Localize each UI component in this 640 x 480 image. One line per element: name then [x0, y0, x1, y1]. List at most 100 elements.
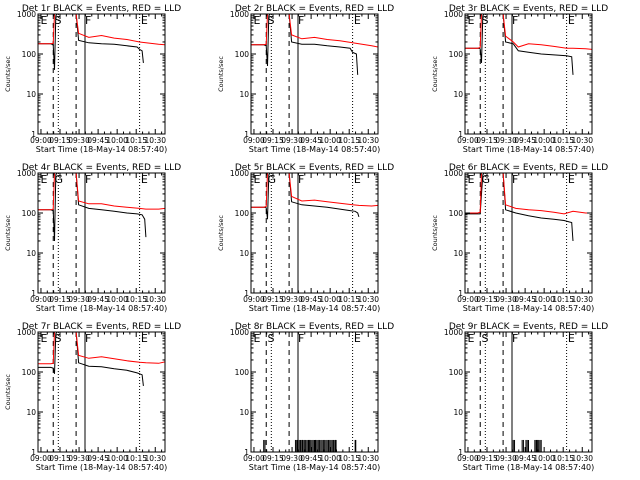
x-tick-label: 10:00 — [106, 454, 128, 463]
segment-label: E — [254, 173, 261, 186]
segment-label: F — [298, 332, 304, 345]
y-tick-label: 10 — [453, 90, 463, 99]
segment-label: G — [268, 173, 277, 186]
segment-label: S — [482, 14, 489, 27]
panel-title: Det 6r BLACK = Events, RED = LLD — [449, 163, 608, 173]
segment-label: F — [298, 173, 304, 186]
x-tick-label: 10:00 — [533, 454, 555, 463]
x-tick-label: 09:00 — [30, 454, 52, 463]
y-axis-label: Counts/sec — [4, 374, 12, 410]
x-tick-label: 09:30 — [281, 136, 303, 145]
y-axis-label: Counts/sec — [217, 56, 225, 92]
x-tick-label: 09:45 — [87, 295, 109, 304]
y-tick-label: 100 — [235, 368, 250, 377]
y-axis-label: Counts/sec — [431, 215, 439, 251]
x-axis-label: Start Time (18-May-14 08:57:40) — [463, 304, 594, 313]
y-tick-label: 1 — [458, 448, 463, 457]
x-axis-label: Start Time (18-May-14 08:57:40) — [36, 145, 167, 154]
series-group — [251, 14, 378, 75]
y-tick-label: 10 — [239, 249, 249, 258]
series-group — [38, 14, 165, 70]
x-tick-label: 09:45 — [514, 454, 536, 463]
y-tick-label: 100 — [449, 368, 464, 377]
x-tick-label: 10:00 — [319, 136, 341, 145]
x-tick-label: 09:45 — [87, 136, 109, 145]
x-axis-label: Start Time (18-May-14 08:57:40) — [249, 463, 380, 472]
x-tick-label: 10:30 — [571, 454, 593, 463]
segment-label: F — [512, 173, 518, 186]
x-tick-label: 09:30 — [495, 295, 517, 304]
x-tick-label: 10:15 — [338, 295, 360, 304]
series-group — [465, 14, 592, 75]
segment-label: E — [568, 332, 575, 345]
x-tick-label: 10:00 — [319, 454, 341, 463]
x-tick-label: 09:00 — [30, 136, 52, 145]
x-tick-label: 09:30 — [68, 295, 90, 304]
panel-title: Det 9r BLACK = Events, RED = LLD — [449, 322, 608, 332]
panel-title: Det 8r BLACK = Events, RED = LLD — [235, 322, 394, 332]
y-tick-label: 1 — [31, 448, 36, 457]
lld-series-line — [251, 173, 378, 208]
x-tick-label: 10:30 — [571, 295, 593, 304]
y-axis-label: Counts/sec — [4, 56, 12, 92]
x-tick-label: 09:30 — [68, 454, 90, 463]
segment-label: S — [55, 14, 62, 27]
segment-label: E — [354, 173, 361, 186]
plot-frame — [37, 331, 166, 453]
y-tick-label: 1 — [458, 289, 463, 298]
y-tick-label: 1 — [31, 289, 36, 298]
segment-label: F — [85, 173, 91, 186]
panel-title: Det 2r BLACK = Events, RED = LLD — [235, 4, 394, 14]
y-tick-label: 1000 — [230, 328, 249, 337]
y-tick-label: 10 — [239, 408, 249, 417]
y-tick-label: 1000 — [17, 328, 36, 337]
segment-label: E — [354, 332, 361, 345]
y-tick-label: 100 — [22, 50, 37, 59]
x-tick-label: 09:15 — [262, 295, 284, 304]
segment-label: F — [512, 332, 518, 345]
x-tick-label: 09:30 — [281, 295, 303, 304]
segment-label: E — [568, 14, 575, 27]
y-tick-label: 1000 — [17, 169, 36, 178]
x-axis-label: Start Time (18-May-14 08:57:40) — [463, 145, 594, 154]
y-tick-label: 10 — [453, 408, 463, 417]
series-group — [263, 439, 357, 452]
x-tick-label: 10:15 — [552, 136, 574, 145]
x-tick-label: 10:00 — [533, 295, 555, 304]
panel-title: Det 7r BLACK = Events, RED = LLD — [22, 322, 181, 332]
segment-label: F — [298, 14, 304, 27]
lld-series-line — [465, 14, 592, 50]
events-series-line — [251, 173, 360, 220]
x-tick-label: 10:30 — [357, 454, 379, 463]
x-axis-label: Start Time (18-May-14 08:57:40) — [36, 304, 167, 313]
x-tick-label: 10:30 — [357, 136, 379, 145]
segment-label: G — [482, 173, 491, 186]
x-tick-label: 09:45 — [300, 295, 322, 304]
segment-label: S — [268, 332, 275, 345]
x-tick-label: 09:15 — [262, 454, 284, 463]
segment-label: E — [468, 173, 475, 186]
plot-frame — [250, 13, 379, 135]
y-tick-label: 1 — [458, 130, 463, 139]
segment-label: F — [512, 14, 518, 27]
series-group — [512, 439, 542, 452]
y-axis-label: Counts/sec — [217, 215, 225, 251]
events-series-line — [251, 14, 359, 75]
plot-frame — [250, 172, 379, 294]
lld-series-line — [38, 14, 165, 46]
panel-title: Det 3r BLACK = Events, RED = LLD — [449, 4, 608, 14]
y-tick-label: 100 — [235, 50, 250, 59]
x-tick-label: 09:00 — [457, 295, 479, 304]
y-tick-label: 1 — [244, 289, 249, 298]
x-tick-label: 09:15 — [49, 295, 71, 304]
y-tick-label: 1000 — [17, 10, 36, 19]
series-group — [38, 332, 165, 386]
x-tick-label: 09:45 — [300, 136, 322, 145]
y-tick-label: 10 — [26, 249, 36, 258]
x-tick-label: 09:00 — [243, 295, 265, 304]
